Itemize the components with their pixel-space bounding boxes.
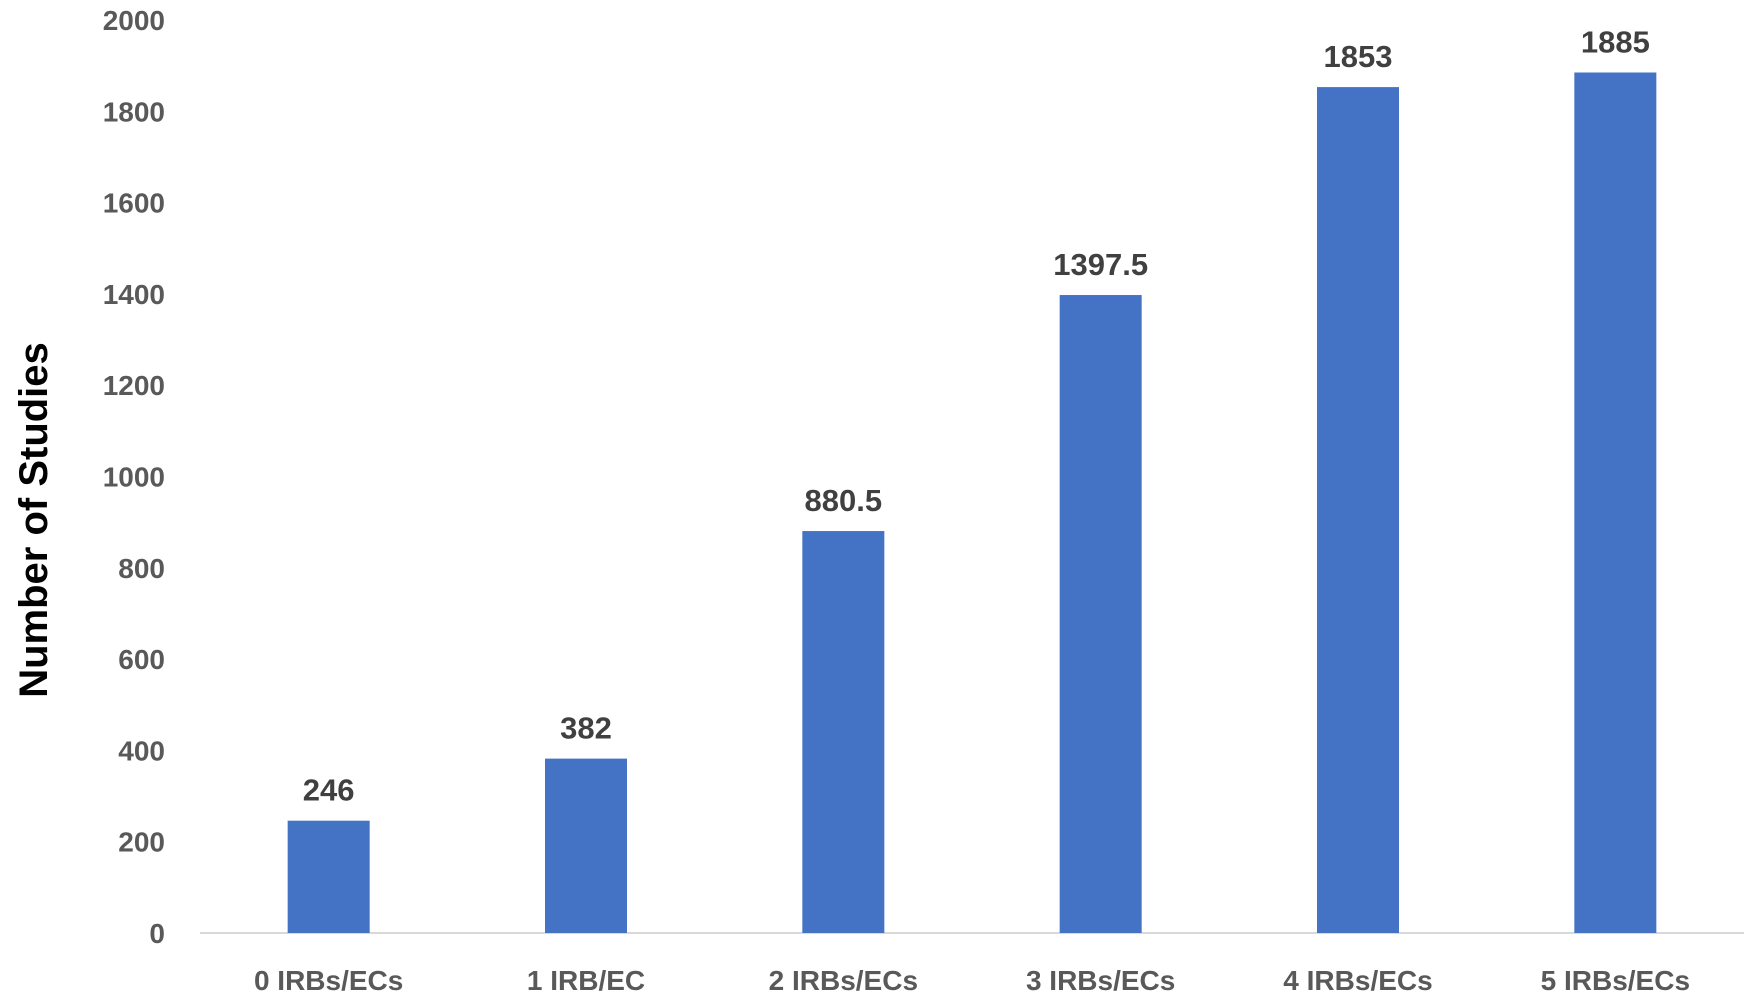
bar-value-label: 1853 bbox=[1324, 39, 1393, 74]
bar bbox=[1317, 87, 1399, 934]
bar-value-label: 1885 bbox=[1581, 24, 1650, 59]
bar-value-label: 246 bbox=[303, 773, 355, 808]
y-tick-label: 1200 bbox=[103, 370, 165, 401]
y-axis-ticks: 0 200 400 600 800 1000 1200 1400 1600 1800 2000 bbox=[103, 5, 165, 949]
bar-value-label: 382 bbox=[560, 711, 612, 746]
data-labels-group: 246 382 880.5 1397.5 1853 1885 bbox=[303, 24, 1650, 807]
x-axis-ticks: 0 IRBs/ECs 1 IRB/EC 2 IRBs/ECs 3 IRBs/ECs 4 … bbox=[254, 965, 1690, 996]
x-tick-label: 0 IRBs/ECs bbox=[254, 965, 403, 996]
bar bbox=[545, 758, 627, 933]
x-tick-label: 5 IRBs/ECs bbox=[1541, 965, 1690, 996]
y-tick-label: 800 bbox=[118, 553, 165, 584]
y-tick-label: 1000 bbox=[103, 462, 165, 493]
y-tick-label: 1600 bbox=[103, 188, 165, 219]
x-tick-label: 1 IRB/EC bbox=[527, 965, 645, 996]
bar bbox=[287, 820, 370, 933]
y-tick-label: 1800 bbox=[103, 96, 165, 127]
y-tick-label: 0 bbox=[149, 918, 165, 949]
bar bbox=[802, 531, 885, 933]
y-tick-label: 2000 bbox=[103, 5, 165, 36]
bar-value-label: 880.5 bbox=[805, 483, 883, 518]
bar-value-label: 1397.5 bbox=[1053, 247, 1148, 282]
bars-group bbox=[287, 72, 1657, 934]
y-tick-label: 1400 bbox=[103, 279, 165, 310]
y-tick-label: 400 bbox=[118, 735, 165, 766]
x-tick-label: 4 IRBs/ECs bbox=[1283, 965, 1432, 996]
y-axis-title: Number of Studies bbox=[12, 342, 56, 698]
bar bbox=[1574, 72, 1657, 933]
bar bbox=[1059, 295, 1142, 933]
x-tick-label: 3 IRBs/ECs bbox=[1026, 965, 1175, 996]
x-tick-label: 2 IRBs/ECs bbox=[769, 965, 918, 996]
y-tick-label: 600 bbox=[118, 644, 165, 675]
y-tick-label: 200 bbox=[118, 827, 165, 858]
